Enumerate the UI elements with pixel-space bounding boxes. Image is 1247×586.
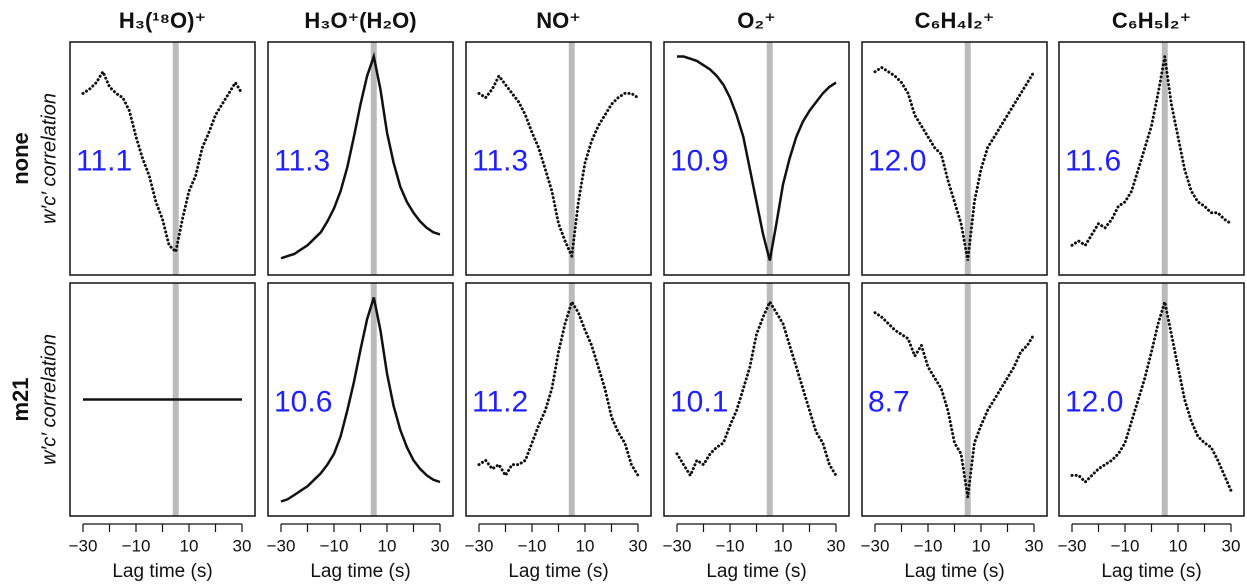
- panel-frame: [861, 282, 1048, 517]
- x-tick-label: 30: [1222, 536, 1241, 555]
- panel-title: NO⁺: [536, 8, 581, 33]
- x-axis-label: Lag time (s): [1101, 561, 1201, 582]
- panel-frame: [1058, 282, 1245, 517]
- highlight-line: [370, 42, 377, 275]
- highlight-line: [172, 42, 179, 275]
- scatter-points: [477, 73, 640, 262]
- annotation: 12.0: [1065, 385, 1123, 418]
- y-axis-label: w′c′ correlation: [38, 334, 60, 465]
- panel-frame: [861, 41, 1048, 276]
- x-tick-label: 30: [629, 536, 648, 555]
- panel-title: H₃O⁺(H₂O): [304, 8, 416, 33]
- x-tick-label: 10: [378, 536, 397, 555]
- panel-frame: [663, 41, 850, 276]
- highlight-line: [1161, 42, 1168, 275]
- annotation: 11.6: [1065, 144, 1121, 177]
- highlight-line: [766, 42, 773, 275]
- x-tick-label: 30: [1025, 536, 1044, 555]
- x-tick-label: −30: [861, 536, 890, 555]
- x-tick-label: −10: [1111, 536, 1140, 555]
- panel-frame: [1058, 41, 1245, 276]
- x-tick-label: 30: [431, 536, 450, 555]
- annotation: 10.9: [670, 144, 728, 177]
- data-line: [280, 297, 441, 503]
- x-tick-label: −30: [465, 536, 494, 555]
- annotation: 11.1: [76, 144, 132, 177]
- x-axis-label: Lag time (s): [112, 561, 212, 582]
- x-tick-label: 10: [972, 536, 991, 555]
- panel-title: O₂⁺: [737, 8, 776, 33]
- annotation: 8.7: [868, 385, 910, 418]
- x-axis-label: Lag time (s): [706, 561, 806, 582]
- x-tick-label: 10: [576, 536, 595, 555]
- annotation: 12.0: [868, 144, 926, 177]
- highlight-line: [568, 42, 575, 275]
- scatter-points: [675, 298, 838, 479]
- x-axis-label: Lag time (s): [508, 561, 608, 582]
- panel-frame: [663, 282, 850, 517]
- panel-frame: [465, 282, 652, 517]
- x-axis-label: Lag time (s): [310, 561, 410, 582]
- x-tick-label: 10: [1169, 536, 1188, 555]
- x-tick-label: −30: [267, 536, 296, 555]
- x-tick-label: −10: [122, 536, 151, 555]
- annotation: 11.3: [472, 144, 528, 177]
- highlight-line: [964, 283, 971, 516]
- x-tick-label: 30: [233, 536, 252, 555]
- panel-frame: [69, 282, 256, 517]
- panel-title: C₆H₅I₂⁺: [1112, 8, 1191, 33]
- annotation: 11.3: [274, 144, 330, 177]
- x-axis-label: Lag time (s): [904, 561, 1004, 582]
- highlight-line: [568, 283, 575, 516]
- panel-frame: [267, 282, 454, 517]
- x-tick-label: −10: [914, 536, 943, 555]
- x-tick-label: 30: [827, 536, 846, 555]
- annotation: 11.2: [472, 385, 528, 418]
- x-tick-label: −30: [69, 536, 98, 555]
- scatter-points: [1070, 56, 1233, 248]
- panel-title: C₆H₄I₂⁺: [915, 8, 995, 33]
- scatter-points: [873, 311, 1036, 498]
- annotation: 10.1: [670, 385, 728, 418]
- highlight-line: [1161, 283, 1168, 516]
- panel-frame: [465, 41, 652, 276]
- highlight-line: [766, 283, 773, 516]
- x-tick-label: −10: [320, 536, 349, 555]
- scatter-points: [81, 68, 244, 255]
- x-tick-label: 10: [774, 536, 793, 555]
- scatter-points: [477, 298, 640, 479]
- x-tick-label: −30: [1058, 536, 1087, 555]
- row-label: m21: [8, 377, 33, 421]
- x-tick-label: 10: [180, 536, 199, 555]
- x-tick-label: −30: [663, 536, 692, 555]
- x-tick-label: −10: [716, 536, 745, 555]
- panel-title: H₃(¹⁸O)⁺: [119, 8, 206, 33]
- x-tick-label: −10: [518, 536, 547, 555]
- highlight-line: [370, 283, 377, 516]
- highlight-line: [964, 42, 971, 275]
- panel-frame: [69, 41, 256, 276]
- row-label: none: [8, 132, 33, 185]
- scatter-points: [1070, 301, 1233, 493]
- data-line: [280, 51, 441, 260]
- annotation: 10.6: [274, 385, 332, 418]
- y-axis-label: w′c′ correlation: [38, 93, 60, 224]
- scatter-points: [873, 65, 1036, 261]
- data-line: [677, 55, 837, 261]
- panel-frame: [267, 41, 454, 276]
